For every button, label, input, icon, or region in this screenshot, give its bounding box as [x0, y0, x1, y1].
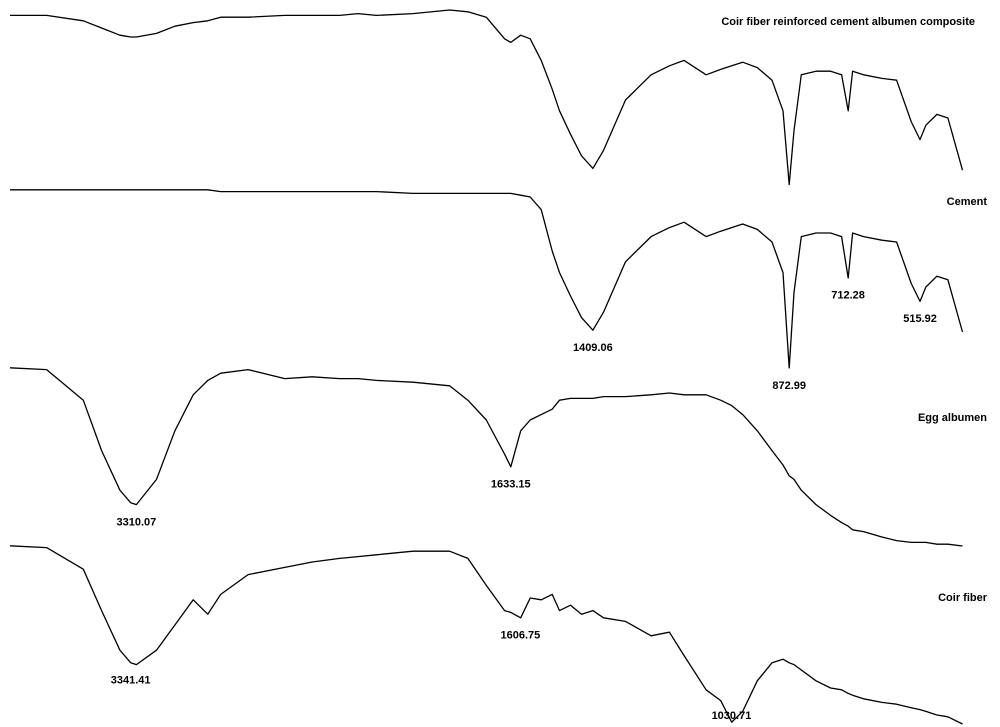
peak-label: 712.28 — [831, 289, 865, 301]
peak-label: 3310.07 — [116, 517, 156, 529]
peak-label: 1633.15 — [491, 479, 531, 491]
peak-label: 3341.41 — [111, 675, 151, 687]
spectrum-line — [9, 367, 963, 547]
series-label: Cement — [947, 196, 988, 208]
peak-label: 872.99 — [772, 380, 806, 392]
spectrum-line — [9, 545, 963, 725]
peak-label: 1030.71 — [712, 710, 752, 722]
peak-label: 1606.75 — [501, 630, 541, 642]
series-label: Coir fiber — [938, 592, 988, 604]
peak-label: 1409.06 — [573, 342, 613, 354]
spectrum-line — [10, 189, 964, 369]
peak-label: 515.92 — [903, 313, 937, 325]
series-label: Egg albumen — [918, 412, 987, 424]
series-label: Coir fiber reinforced cement albumen com… — [721, 16, 975, 28]
spectrum-line — [10, 9, 964, 186]
